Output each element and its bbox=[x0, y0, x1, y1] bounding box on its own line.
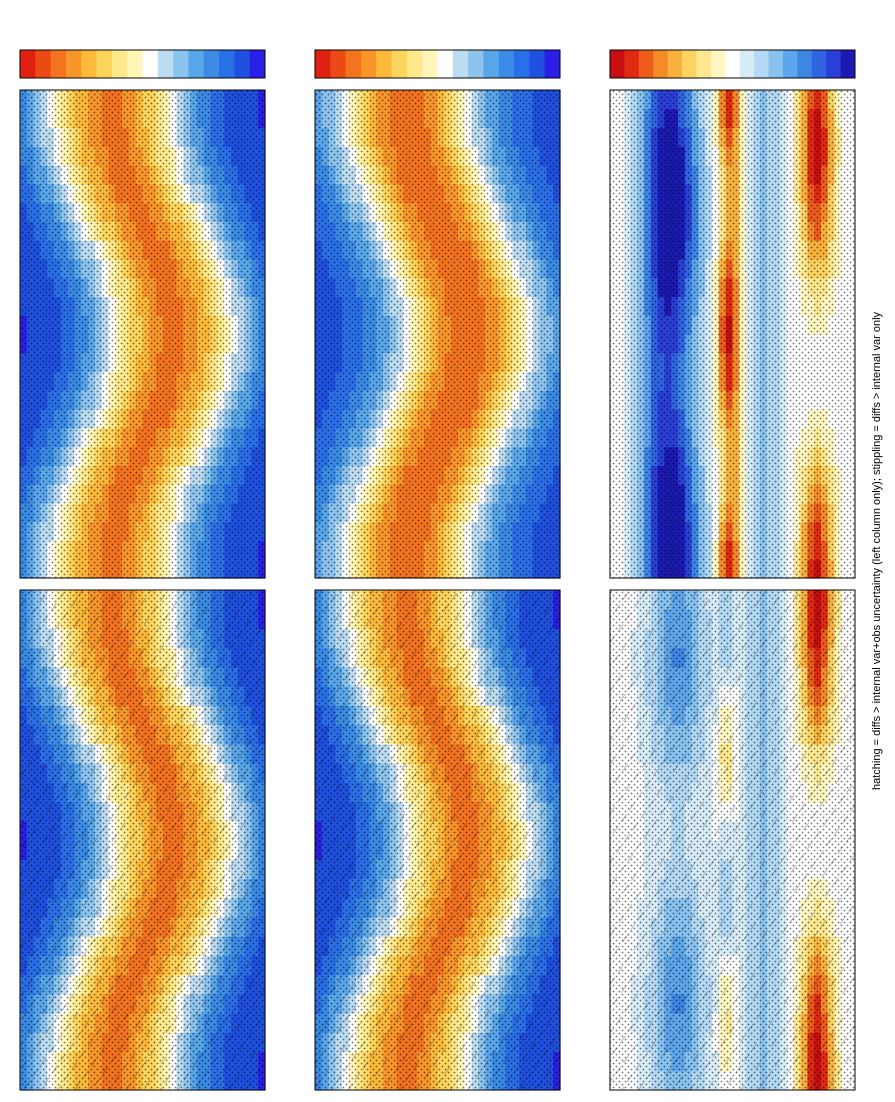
colorbar-swatch bbox=[315, 50, 331, 78]
plot-frame bbox=[314, 589, 561, 1091]
plot-frame bbox=[314, 89, 561, 579]
panel-left-mid bbox=[314, 549, 561, 1091]
panel-right-top bbox=[19, 49, 266, 579]
panel-right-bot bbox=[609, 49, 856, 579]
colorbar-swatch bbox=[35, 50, 52, 78]
plot-frame bbox=[19, 589, 266, 1091]
colorbar-swatch bbox=[65, 50, 82, 78]
hatching bbox=[610, 590, 855, 1090]
panel-left-bot bbox=[609, 549, 856, 1091]
colorbar-swatch bbox=[111, 50, 128, 78]
colorbar-swatch bbox=[234, 50, 251, 78]
colorbar-swatch bbox=[406, 50, 423, 78]
colorbar-swatch bbox=[157, 50, 174, 78]
colorbar-swatch bbox=[529, 50, 546, 78]
colorbar-swatch bbox=[514, 50, 530, 78]
colorbar-swatch bbox=[452, 50, 469, 78]
hatching bbox=[315, 590, 560, 1090]
panel-left-top bbox=[19, 549, 266, 1091]
colorbar-swatch bbox=[81, 50, 97, 78]
colorbar-swatch bbox=[96, 50, 113, 78]
colorbar-swatch bbox=[50, 50, 67, 78]
colorbar-swatch bbox=[468, 50, 484, 78]
colorbar-swatch bbox=[376, 50, 392, 78]
panel-right-mid bbox=[314, 49, 561, 579]
colorbar-swatch bbox=[203, 50, 220, 78]
colorbar-swatch bbox=[345, 50, 362, 78]
colorbar-frame bbox=[314, 49, 561, 79]
colorbar-swatch bbox=[173, 50, 189, 78]
colorbar-swatch bbox=[249, 50, 266, 78]
colorbar-swatch bbox=[20, 50, 36, 78]
colorbar-swatch bbox=[391, 50, 408, 78]
colorbar-swatch bbox=[437, 50, 454, 78]
stippling bbox=[315, 90, 560, 578]
plot-frame bbox=[609, 589, 856, 1091]
colorbar-swatch bbox=[483, 50, 500, 78]
stippling bbox=[20, 90, 265, 578]
colorbar-swatch bbox=[330, 50, 347, 78]
colorbar-swatch bbox=[498, 50, 515, 78]
colorbar-swatch bbox=[422, 50, 438, 78]
colorbar-frame bbox=[19, 49, 266, 79]
colorbar-swatch bbox=[544, 50, 561, 78]
hatching bbox=[20, 590, 265, 1090]
colorbar-swatch bbox=[188, 50, 205, 78]
colorbar-swatch bbox=[142, 50, 159, 78]
colorbar-swatch bbox=[127, 50, 143, 78]
colorbar-swatch bbox=[219, 50, 235, 78]
plot-frame bbox=[19, 89, 266, 579]
colorbar-swatch bbox=[360, 50, 377, 78]
